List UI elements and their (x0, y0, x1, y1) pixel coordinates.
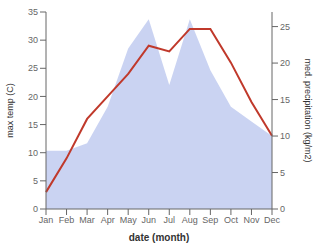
svg-text:Sep: Sep (202, 215, 218, 225)
svg-text:5: 5 (33, 176, 38, 186)
svg-text:Mar: Mar (79, 215, 95, 225)
svg-text:35: 35 (28, 7, 38, 17)
svg-text:Jun: Jun (141, 215, 156, 225)
svg-text:May: May (120, 215, 138, 225)
svg-text:25: 25 (280, 22, 290, 32)
svg-text:Feb: Feb (59, 215, 75, 225)
svg-text:15: 15 (280, 95, 290, 105)
svg-text:Nov: Nov (243, 215, 260, 225)
svg-text:Oct: Oct (224, 215, 239, 225)
svg-text:25: 25 (28, 63, 38, 73)
svg-text:med. precipitation (kg/m2): med. precipitation (kg/m2) (303, 58, 310, 162)
svg-text:Dec: Dec (264, 215, 281, 225)
svg-text:max temp (C): max temp (C) (8, 83, 15, 138)
svg-text:30: 30 (28, 35, 38, 45)
svg-text:Apr: Apr (101, 215, 115, 225)
svg-text:0: 0 (280, 204, 285, 214)
svg-text:10: 10 (280, 131, 290, 141)
svg-text:date (month): date (month) (129, 232, 190, 243)
svg-text:20: 20 (280, 58, 290, 68)
svg-text:Jul: Jul (164, 215, 176, 225)
svg-text:20: 20 (28, 92, 38, 102)
svg-text:10: 10 (28, 148, 38, 158)
svg-text:5: 5 (280, 168, 285, 178)
svg-text:Jan: Jan (39, 215, 54, 225)
svg-text:Aug: Aug (182, 215, 198, 225)
svg-text:15: 15 (28, 120, 38, 130)
svg-text:0: 0 (33, 204, 38, 214)
